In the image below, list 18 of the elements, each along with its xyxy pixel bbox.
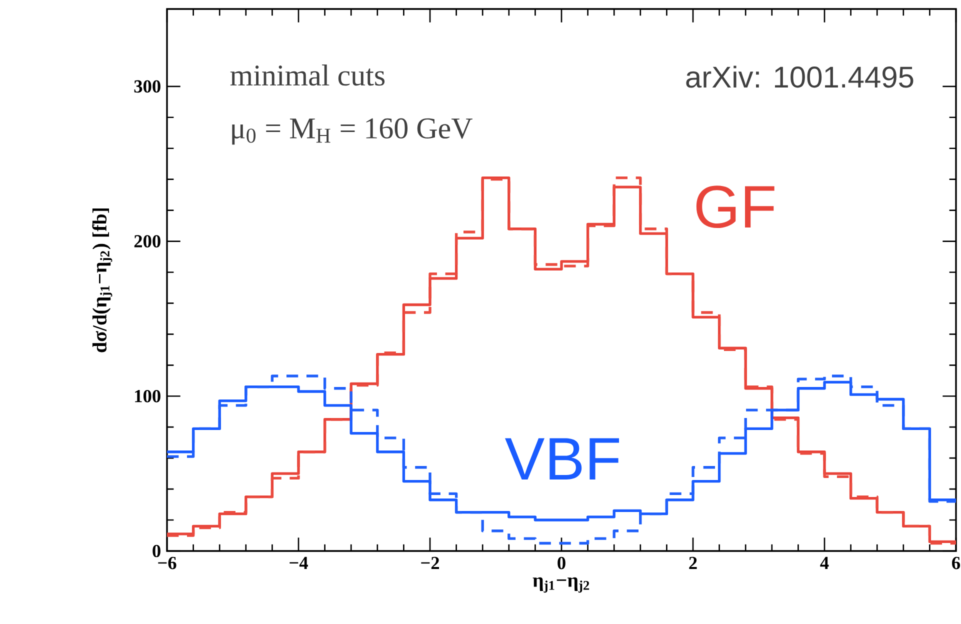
x-tick-label: 2 <box>689 556 697 570</box>
annotation: minimal cuts <box>230 64 385 86</box>
y-tick-label: 0 <box>152 544 160 558</box>
annotation: arXiv: 1001.4495 <box>686 66 914 88</box>
x-tick-label: 6 <box>952 556 960 570</box>
x-axis-title: η$_{j1}$−η$_{j2}$ <box>532 577 590 593</box>
x-tick-label: −6 <box>158 556 176 570</box>
y-tick-label: 200 <box>134 235 160 248</box>
y-tick-label: 100 <box>135 390 160 402</box>
y-tick-label: 300 <box>134 80 160 93</box>
x-tick-label: −4 <box>290 556 308 569</box>
x-tick-label: 4 <box>820 556 829 569</box>
x-tick-label: −2 <box>421 556 440 570</box>
x-tick-label: 0 <box>558 556 566 570</box>
y-axis-title: dσ/d(η$_{j1}$−η$_{j2}$) [fb] <box>92 208 112 352</box>
annotation: μ$_{0}$ = M$_{H}$ = 160 GeV <box>232 118 472 145</box>
series-label: GF <box>696 186 774 228</box>
series-label: VBF <box>504 438 620 480</box>
